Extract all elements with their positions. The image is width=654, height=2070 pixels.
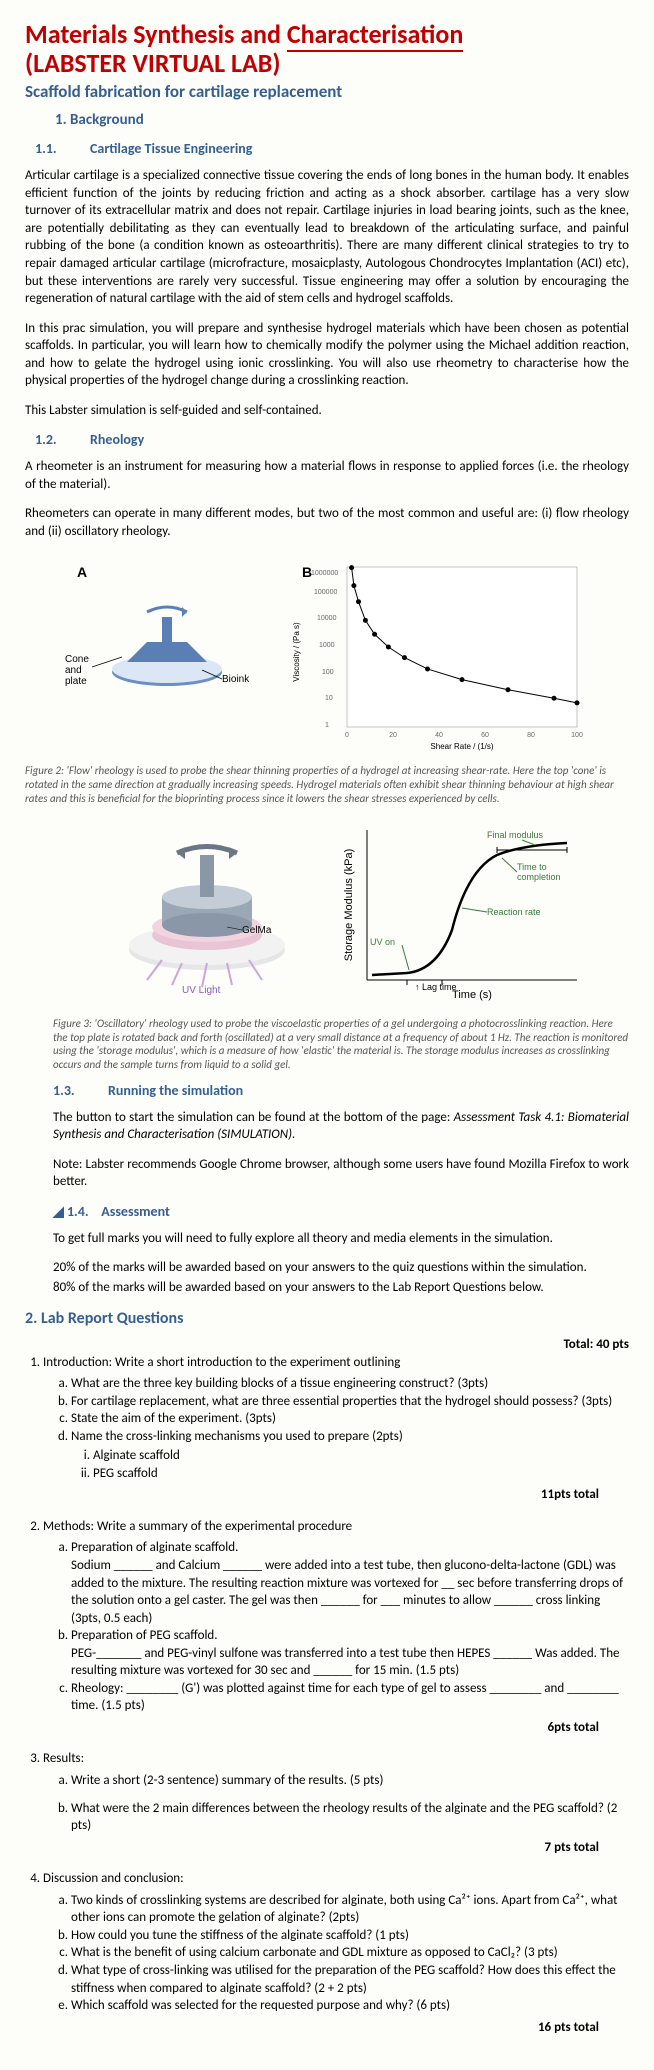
svg-text:UV Light: UV Light [182,985,221,996]
figure-2: A Coneandplate Bioink B 1 10 100 1000 10… [25,552,629,758]
svg-text:0: 0 [345,732,349,739]
svg-text:100: 100 [322,669,334,676]
svg-text:80: 80 [527,732,535,739]
question-1: Introduction: Write a short introduction… [43,1354,629,1504]
svg-text:↑ Lag time: ↑ Lag time [415,982,457,992]
q3a: Write a short (2-3 sentence) summary of … [71,1772,629,1790]
paragraph: The button to start the simulation can b… [53,1109,629,1144]
heading-1-4: ◢ 1.4. Assessment [53,1203,629,1222]
q4e: Which scaffold was selected for the requ… [71,1997,629,2015]
q4-subtotal: 16 pts total [43,2019,599,2037]
paragraph: This Labster simulation is self-guided a… [25,402,629,420]
svg-text:40: 40 [435,732,443,739]
q2-subtotal: 6pts total [43,1719,599,1737]
svg-text:1000: 1000 [319,642,335,649]
question-3: Results: Write a short (2-3 sentence) su… [43,1750,629,1856]
svg-text:10: 10 [325,695,333,702]
question-2: Methods: Write a summary of the experime… [43,1518,629,1737]
question-4: Discussion and conclusion: Two kinds of … [43,1870,629,2036]
questions-list: Introduction: Write a short introduction… [25,1354,629,2037]
bioink-label: Bioink [222,674,250,685]
paragraph: In this prac simulation, you will prepar… [25,320,629,390]
subtitle: Scaffold fabrication for cartilage repla… [25,81,629,104]
svg-text:Storage Modulus (kPa): Storage Modulus (kPa) [343,849,355,962]
paragraph: Rheometers can operate in many different… [25,505,629,540]
q1c: State the aim of the experiment. (3pts) [71,1410,629,1428]
total-points: Total: 40 pts [25,1336,629,1354]
svg-text:1000000: 1000000 [311,570,338,577]
q1-subtotal: 11pts total [43,1486,599,1504]
paragraph: 80% of the marks will be awarded based o… [53,1279,629,1297]
q4d: What type of cross-linking was utilised … [71,1962,629,1997]
paragraph: Note: Labster recommends Google Chrome b… [53,1156,629,1191]
q2c: Rheology: ________ (G') was plotted agai… [71,1680,629,1715]
svg-text:10000: 10000 [317,615,337,622]
heading-lab-report: 2. Lab Report Questions [25,1308,629,1330]
q4a: Two kinds of crosslinking systems are de… [71,1892,629,1927]
svg-text:Viscosity / (Pa s): Viscosity / (Pa s) [292,622,301,682]
heading-1-2: 1.2.Rheology [35,431,629,450]
heading-1-3: 1.3.Running the simulation [53,1082,629,1101]
q1b: For cartilage replacement, what are thre… [71,1393,629,1411]
q2a: Preparation of alginate scaffold. Sodium… [71,1539,629,1627]
q3-subtotal: 7 pts total [43,1839,599,1857]
heading-background: 1. Background [55,110,629,130]
q4b: How could you tune the stiffness of the … [71,1927,629,1945]
paragraph: Articular cartilage is a specialized con… [25,167,629,307]
svg-text:100000: 100000 [314,589,337,596]
q1d: Name the cross-linking mechanisms you us… [71,1428,629,1483]
paragraph: To get full marks you will need to fully… [53,1230,629,1248]
paragraph: A rheometer is an instrument for measuri… [25,458,629,493]
svg-text:100: 100 [571,732,583,739]
figure-3-caption: Figure 3: 'Oscillatory' rheology used to… [53,1017,629,1072]
q4c: What is the benefit of using calcium car… [71,1944,629,1962]
svg-text:1: 1 [325,722,329,729]
svg-text:20: 20 [389,732,397,739]
q1a: What are the three key building blocks o… [71,1375,629,1393]
q3b: What were the 2 main differences between… [71,1800,629,1835]
figure-2-caption: Figure 2: 'Flow' rheology is used to pro… [25,764,629,805]
svg-text:Time (s): Time (s) [452,989,492,1001]
figure-3: GelMa UV Light Time (s) Storage Modulus … [25,815,629,1011]
svg-text:Final modulus: Final modulus [487,830,544,840]
svg-text:A: A [77,564,87,580]
q2b: Preparation of PEG scaffold. PEG-_______… [71,1627,629,1680]
svg-text:Reaction rate: Reaction rate [487,907,541,917]
paragraph: 20% of the marks will be awarded based o… [53,1259,629,1277]
heading-1-1: 1.1.Cartilage Tissue Engineering [35,140,629,159]
svg-text:Shear Rate / (1/s): Shear Rate / (1/s) [430,742,493,751]
svg-text:UV on: UV on [370,937,395,947]
document-title: Materials Synthesis and Characterisation… [25,20,629,77]
svg-text:60: 60 [481,732,489,739]
svg-text:GelMa: GelMa [242,925,272,936]
